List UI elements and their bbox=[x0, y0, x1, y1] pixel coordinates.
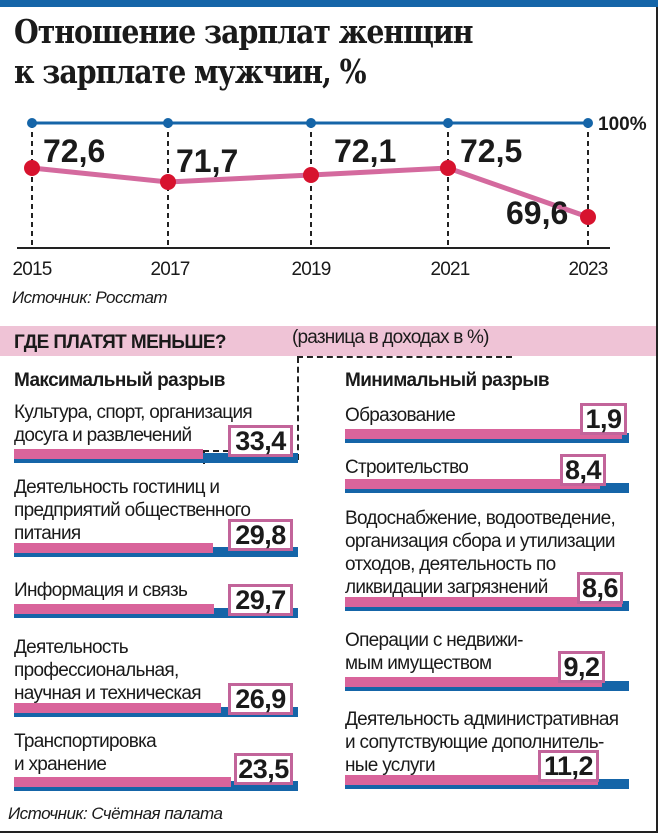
value-leader-horizontal bbox=[203, 450, 229, 452]
bar-value bbox=[345, 597, 622, 607]
bar-label: Операции с недвижи-мым имуществом bbox=[345, 630, 523, 674]
line-chart: 100% 72,6 71,7 72,1 72,5 69,6 2015 2017 … bbox=[12, 114, 647, 280]
value-label-2015: 72,6 bbox=[43, 133, 105, 169]
point-2017[interactable] bbox=[160, 174, 176, 190]
chart-source: Источник: Росстат bbox=[12, 288, 168, 307]
point-2023[interactable] bbox=[580, 209, 596, 225]
bar-item-hotels[interactable]: Деятельность гостиниц и предприятий общес… bbox=[14, 473, 304, 545]
bar-label: Деятельность административная и сопутству… bbox=[345, 709, 619, 776]
bar-value bbox=[14, 449, 203, 459]
bar-item-it[interactable]: Информация и связь bbox=[14, 576, 304, 602]
reference-dots bbox=[27, 118, 593, 128]
title-line-2: к зарплате мужчин, % bbox=[14, 52, 367, 91]
frame-border-right bbox=[656, 7, 658, 833]
note-leader-horizontal bbox=[297, 356, 512, 358]
bar-item-admin[interactable]: Деятельность административная и сопутству… bbox=[345, 705, 645, 777]
bar-item-realestate[interactable]: Операции с недвижи-мым имуществом bbox=[345, 627, 635, 675]
value-label-2021: 72,5 bbox=[460, 133, 522, 169]
bar-value bbox=[345, 429, 622, 439]
ratio-points bbox=[24, 160, 596, 225]
top-accent-bar bbox=[0, 0, 658, 7]
value-box: 1,9 bbox=[580, 403, 627, 435]
value-box: 8,6 bbox=[577, 572, 623, 604]
value-label-2023: 69,6 bbox=[506, 195, 568, 231]
bar-value bbox=[14, 604, 214, 614]
section-heading: ГДЕ ПЛАТЯТ МЕНЬШЕ? bbox=[14, 332, 227, 353]
bar-label: Информация и связь bbox=[14, 580, 188, 601]
bar-value bbox=[345, 677, 602, 687]
bar-label: Деятельность профессиональная, научная и т… bbox=[14, 637, 202, 704]
bar-label: Строительство bbox=[345, 457, 469, 478]
bar-value bbox=[14, 777, 231, 787]
value-box: 23,5 bbox=[234, 753, 293, 785]
x-axis-labels: 2015 2017 2019 2021 2023 bbox=[12, 259, 608, 280]
left-column-header: Максимальный разрыв bbox=[14, 370, 225, 391]
value-label-2019: 72,1 bbox=[334, 133, 396, 169]
value-box: 33,4 bbox=[228, 425, 293, 457]
section-band bbox=[0, 326, 656, 356]
bar-label: Культура, спорт, организация досуга и раз… bbox=[14, 402, 253, 446]
point-2019[interactable] bbox=[303, 167, 319, 183]
bar-value bbox=[345, 775, 598, 785]
bar-value bbox=[14, 703, 221, 713]
value-box: 8,4 bbox=[560, 454, 606, 486]
bar-label: Образование bbox=[345, 405, 456, 426]
page-title: Отношение зарплат женщин к зарплате мужч… bbox=[14, 12, 474, 92]
value-labels: 72,6 71,7 72,1 72,5 69,6 bbox=[43, 133, 568, 231]
year-label: 2019 bbox=[291, 259, 330, 280]
title-line-1: Отношение зарплат женщин bbox=[14, 12, 474, 51]
bar-item-education[interactable]: Образование bbox=[345, 401, 635, 427]
bar-item-water[interactable]: Водоснабжение, водоотведение, организация… bbox=[345, 507, 645, 599]
year-label: 2017 bbox=[150, 259, 189, 280]
bar-value bbox=[345, 479, 600, 489]
bar-label: Деятельность гостиниц и предприятий общес… bbox=[14, 477, 251, 544]
value-box: 9,2 bbox=[558, 651, 605, 683]
bar-value bbox=[14, 543, 213, 553]
bar-label: Транспортировка и хранение bbox=[14, 731, 157, 775]
section-note: (разница в доходах в %) bbox=[292, 327, 489, 348]
bar-item-science[interactable]: Деятельность профессиональная, научная и т… bbox=[14, 633, 304, 705]
year-label: 2023 bbox=[568, 259, 607, 280]
year-label: 2021 bbox=[430, 259, 469, 280]
value-box: 11,2 bbox=[538, 750, 599, 782]
bar-item-construction[interactable]: Строительство bbox=[345, 453, 635, 479]
note-leader-vertical bbox=[297, 357, 299, 460]
bar-label: Водоснабжение, водоотведение, организация… bbox=[345, 508, 616, 598]
year-label: 2015 bbox=[12, 259, 51, 280]
point-2015[interactable] bbox=[24, 160, 40, 176]
bar-item-culture[interactable]: Культура, спорт, организация досуга и раз… bbox=[14, 395, 304, 447]
bar-item-transport[interactable]: Транспортировка и хранение bbox=[14, 728, 304, 776]
frame-border-bottom bbox=[0, 831, 658, 833]
reference-label: 100% bbox=[598, 114, 647, 135]
value-label-2017: 71,7 bbox=[176, 143, 238, 179]
value-box: 26,9 bbox=[228, 683, 293, 715]
value-box: 29,7 bbox=[228, 584, 293, 616]
value-box: 29,8 bbox=[228, 519, 293, 551]
right-column-header: Минимальный разрыв bbox=[345, 370, 550, 391]
bars-source: Источник: Счётная палата bbox=[8, 804, 223, 823]
year-guides bbox=[31, 123, 589, 248]
point-2021[interactable] bbox=[440, 160, 456, 176]
